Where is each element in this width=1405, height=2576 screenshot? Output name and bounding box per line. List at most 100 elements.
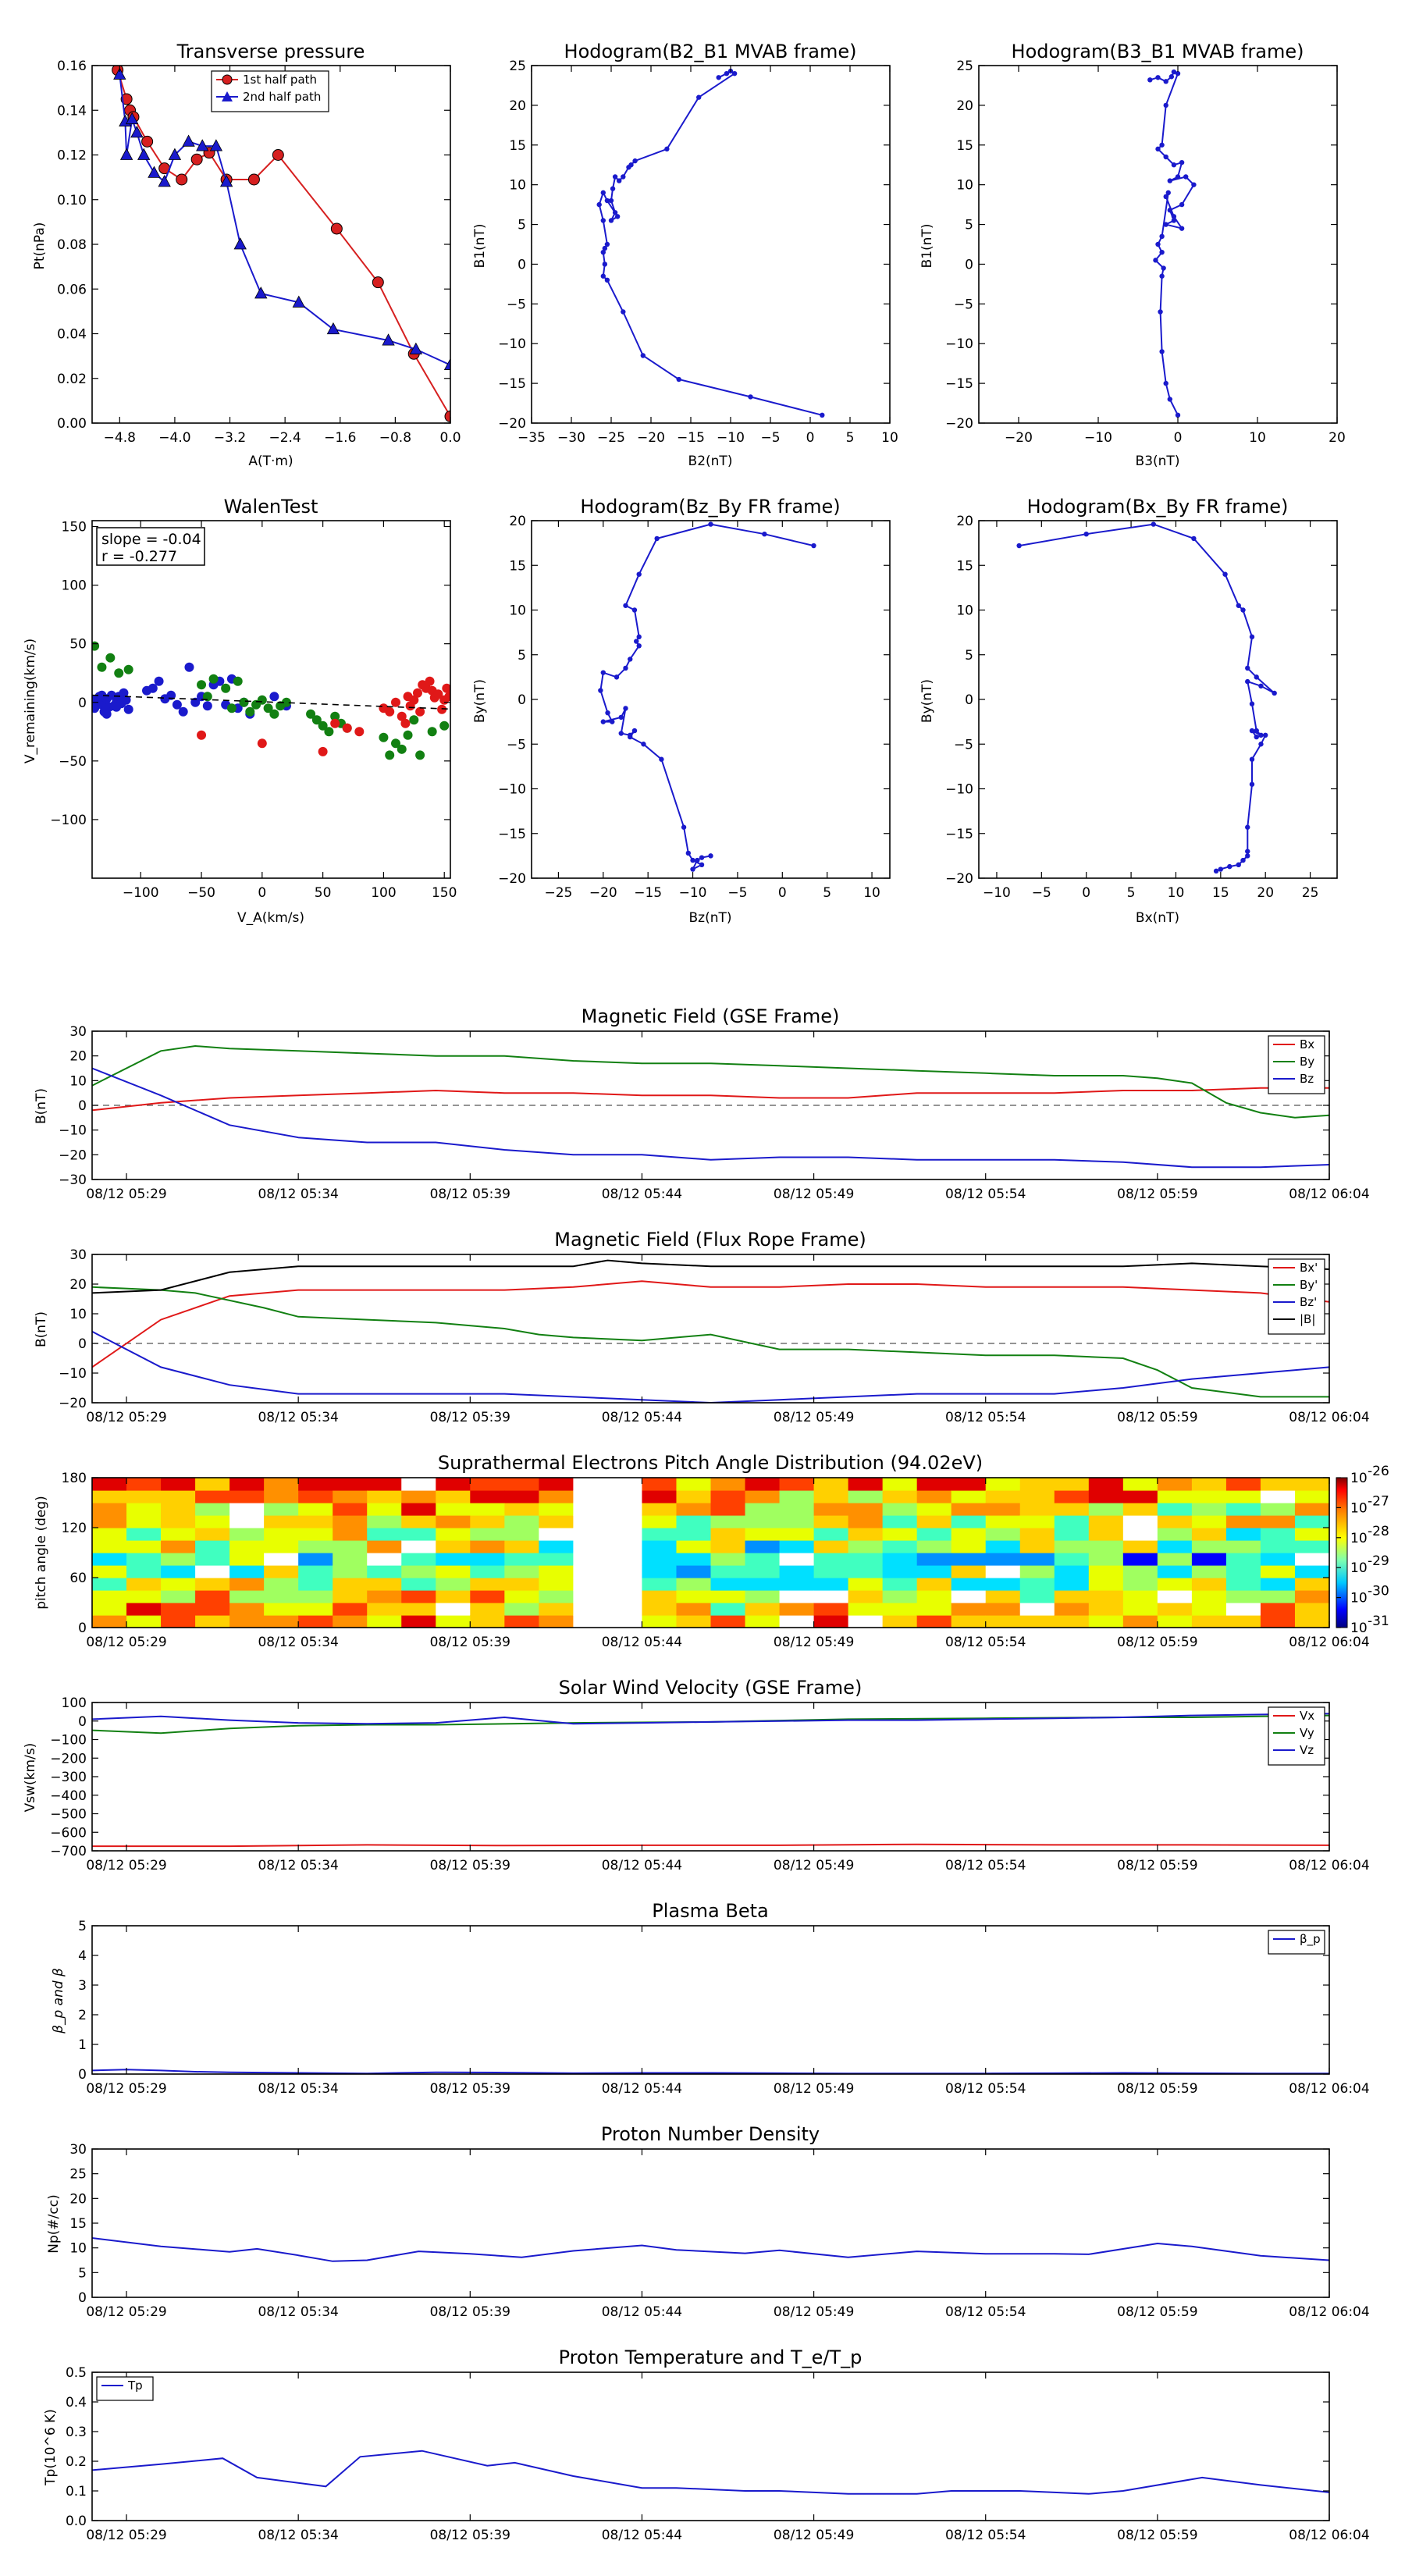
x-tick-label: 150 xyxy=(432,885,457,901)
data-point xyxy=(1245,853,1250,859)
heatmap-cell xyxy=(470,1565,505,1578)
y-tick-label: −15 xyxy=(945,376,973,392)
scatter-point xyxy=(123,704,133,714)
heatmap-cell xyxy=(195,1540,230,1553)
data-point xyxy=(1167,178,1173,183)
heatmap-cell xyxy=(745,1515,781,1528)
x-tick-label: 08/12 05:54 xyxy=(945,2528,1026,2543)
heatmap-cell xyxy=(195,1565,230,1578)
panel-proton-number-density: Proton Number Density Np(#/cc) xyxy=(46,2123,820,2254)
heatmap-cell xyxy=(436,1603,471,1616)
heatmap-cell xyxy=(745,1578,781,1591)
panel-title: Hodogram(Bz_By FR frame) xyxy=(580,496,840,518)
heatmap-cell xyxy=(264,1515,299,1528)
heatmap-cell xyxy=(1260,1515,1296,1528)
x-tick-label: 08/12 05:49 xyxy=(774,1187,854,1202)
plot-frame xyxy=(531,65,891,424)
heatmap-cell xyxy=(333,1503,368,1516)
y-tick-label: 30 xyxy=(69,1024,87,1040)
series-line-bz xyxy=(92,1330,1329,1403)
data-point xyxy=(632,158,638,164)
y-tick-label: 0.4 xyxy=(66,2395,87,2411)
y-axis-label: Np(#/cc) xyxy=(46,2194,62,2253)
y-tick-label: −10 xyxy=(498,336,526,352)
heatmap-cell xyxy=(229,1565,265,1578)
data-point xyxy=(748,394,753,400)
heatmap-cell xyxy=(1088,1490,1124,1503)
heatmap-cell xyxy=(539,1515,574,1528)
plot-frame xyxy=(978,65,1338,424)
heatmap-cell xyxy=(951,1503,987,1516)
data-point xyxy=(1258,742,1264,747)
plot-frame xyxy=(91,1702,1330,1852)
data-point xyxy=(596,201,602,208)
data-point xyxy=(681,824,687,830)
heatmap-cell xyxy=(882,1615,918,1628)
heatmap-cell xyxy=(607,1478,643,1491)
x-tick-label: 08/12 05:54 xyxy=(945,1858,1026,1873)
colorbar-tick-base: 10 xyxy=(1350,1560,1368,1576)
x-tick-label: 08/12 05:54 xyxy=(945,1187,1026,1202)
heatmap-cell xyxy=(1019,1503,1055,1516)
x-tick-label: 08/12 05:34 xyxy=(258,2304,338,2320)
panel-magnetic-field-flux-rope: Magnetic Field (Flux Rope Frame) B(nT) xyxy=(34,1229,866,1347)
heatmap-cell xyxy=(401,1578,436,1591)
axes: −20 −10 0 10 20 30 08/12 05:29 08/12 05:34 08/12… xyxy=(59,1247,1370,1425)
data-point xyxy=(600,273,606,279)
x-tick-label: 08/12 06:04 xyxy=(1289,1410,1369,1425)
x-tick-label: 08/12 05:54 xyxy=(945,1410,1026,1425)
x-tick-label: −20 xyxy=(1005,430,1033,446)
heatmap-cell xyxy=(779,1478,815,1491)
x-tick-label: 08/12 05:39 xyxy=(430,1635,510,1650)
heatmap-cell xyxy=(436,1503,471,1516)
data-point xyxy=(326,322,340,335)
panel-title: Solar Wind Velocity (GSE Frame) xyxy=(559,1677,863,1699)
y-tick-label: 10 xyxy=(509,603,526,619)
y-tick-label: 0 xyxy=(518,692,526,708)
scatter-point xyxy=(202,692,212,702)
heatmap-cell xyxy=(1260,1503,1296,1516)
heatmap-cell xyxy=(779,1540,815,1553)
heatmap-cell xyxy=(848,1478,884,1491)
scatter-point xyxy=(379,732,389,742)
axes: −20 −15 −10 −5 0 5 10 15 20 25 −20 −10 0 10 20 xyxy=(945,59,1346,446)
heatmap-cell xyxy=(1191,1615,1227,1628)
heatmap-cell xyxy=(1157,1565,1193,1578)
x-tick-label: −10 xyxy=(1084,430,1112,446)
data-point xyxy=(623,603,628,608)
heatmap-cell xyxy=(1157,1553,1193,1566)
heatmap-cell xyxy=(779,1603,815,1616)
x-axis-label: Bz(nT) xyxy=(688,910,731,926)
legend-box xyxy=(1268,1258,1325,1335)
data-point xyxy=(608,197,614,204)
heatmap-cell xyxy=(367,1478,402,1491)
axes: 0 60 120 180 08/12 05:29 08/12 05:34 08/12 05:… xyxy=(62,1471,1370,1650)
heatmap-cell xyxy=(1157,1503,1193,1516)
x-axis-label: A(T·m) xyxy=(248,454,293,469)
heatmap-cell xyxy=(504,1603,539,1616)
heatmap-cell xyxy=(1191,1565,1227,1578)
y-tick-label: 3 xyxy=(78,1978,87,1994)
panel-pitch-angle-distribution: Suprathermal Electrons Pitch Angle Distr… xyxy=(34,1452,983,1610)
x-tick-label: −30 xyxy=(557,430,585,446)
heatmap-cell xyxy=(951,1615,987,1628)
heatmap-cell xyxy=(1122,1503,1158,1516)
data-point xyxy=(1258,683,1264,689)
x-tick-label: 0 xyxy=(806,430,815,446)
data-point xyxy=(1165,190,1171,196)
heatmap-cell xyxy=(710,1540,746,1553)
heatmap-cell xyxy=(92,1478,127,1491)
heatmap-cell xyxy=(916,1478,952,1491)
x-tick-label: 0 xyxy=(1082,885,1090,901)
panel-beta-marks: 0 1 2 3 4 5 08/12 05:29 08/12 05:34 08/12 05:39 0… xyxy=(78,1919,1370,2097)
data-point xyxy=(1254,734,1259,740)
panel-title: Transverse pressure xyxy=(176,41,365,62)
x-tick-label: 08/12 05:34 xyxy=(258,2528,338,2543)
scatter-point xyxy=(425,676,435,686)
heatmap-cell xyxy=(539,1528,574,1541)
data-point xyxy=(699,862,705,868)
heatmap-cell xyxy=(1054,1528,1090,1541)
x-tick-label: 08/12 05:59 xyxy=(1117,1187,1197,1202)
data-point xyxy=(1016,543,1022,549)
heatmap-cell xyxy=(813,1565,849,1578)
